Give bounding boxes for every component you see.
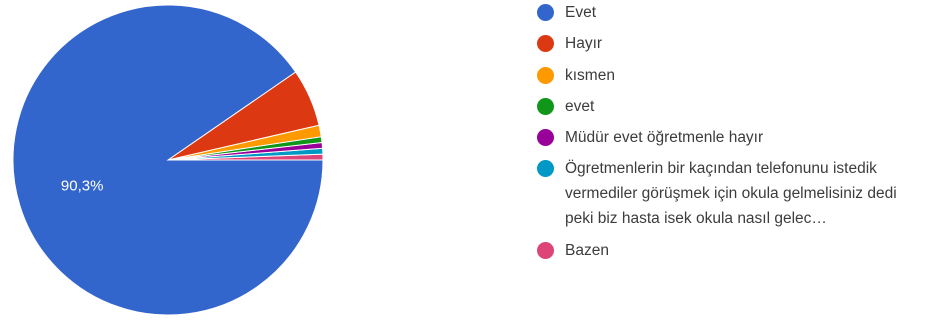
legend-label: Hayır bbox=[565, 35, 603, 53]
legend-label: kısmen bbox=[565, 66, 615, 84]
legend-swatch bbox=[537, 97, 554, 115]
legend-item: Müdür evet öğretmenle hayır bbox=[535, 125, 920, 150]
legend-item: kısmen bbox=[535, 63, 920, 88]
chart-legend: Evet Hayır kısmen evet Müdür evet öğretmenle… bbox=[535, 0, 920, 269]
legend-swatch bbox=[537, 4, 554, 21]
legend-swatch bbox=[537, 66, 554, 84]
legend-item: Hayır bbox=[535, 31, 920, 56]
legend-label: evet bbox=[565, 97, 595, 115]
legend-swatch bbox=[537, 241, 554, 259]
legend-item: Bazen bbox=[535, 238, 920, 263]
legend-item: Ögretmenlerin bir kaçından telefonunu is… bbox=[535, 156, 920, 231]
legend-item: Evet bbox=[535, 0, 920, 25]
legend-swatch bbox=[537, 35, 554, 53]
legend-item: evet bbox=[535, 94, 920, 119]
legend-label: Evet bbox=[565, 4, 597, 21]
pie-slice-0 bbox=[12, 4, 324, 316]
legend-label: Ögretmenlerin bir kaçından telefonunu is… bbox=[565, 160, 897, 228]
legend-label: Müdür evet öğretmenle hayır bbox=[565, 129, 764, 147]
legend-swatch bbox=[537, 160, 554, 178]
legend-swatch bbox=[537, 129, 554, 147]
slice-data-label: 90,3% bbox=[61, 178, 104, 195]
legend-label: Bazen bbox=[565, 241, 609, 259]
